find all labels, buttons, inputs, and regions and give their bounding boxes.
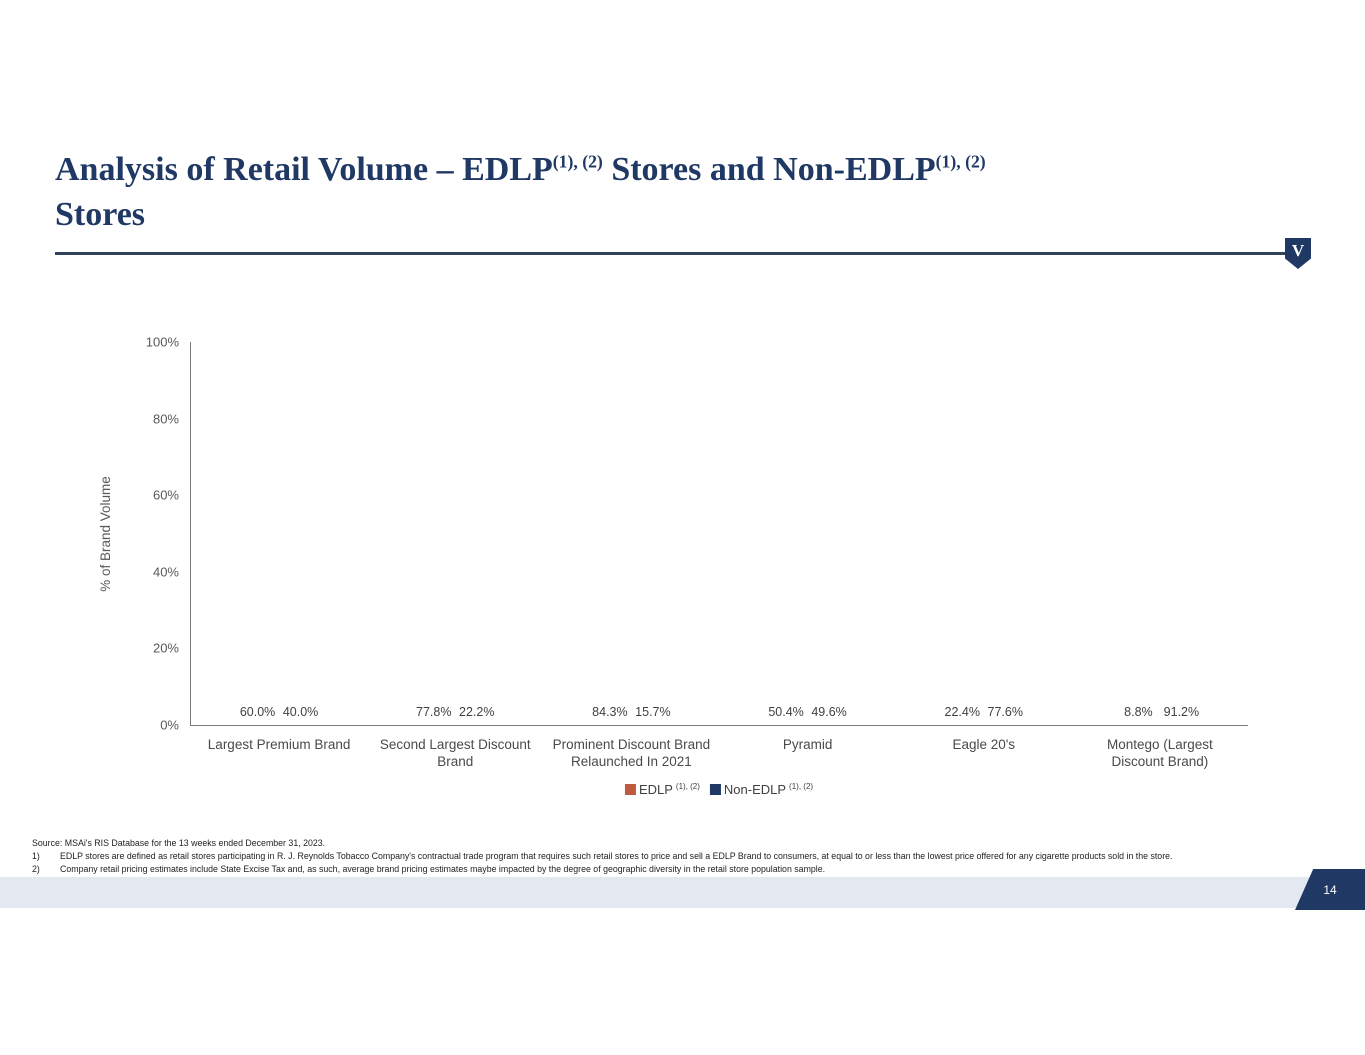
y-tick-label: 80% (152, 411, 179, 427)
bar-value-label: 84.3% (592, 705, 628, 719)
footnote-2-text: Company retail pricing estimates include… (60, 863, 826, 874)
legend-label: EDLP (638, 782, 673, 797)
y-tick-label: 40% (152, 564, 179, 580)
legend-superscript: (1), (2) (675, 782, 700, 791)
logo-letter: V (1291, 241, 1305, 260)
title-superscript-2: (1), (2) (935, 151, 986, 172)
category-label: Prominent Discount Brand Relaunched In 2… (552, 737, 711, 769)
footnote-2-number: 2) (32, 863, 40, 874)
legend: EDLP (1), (2) Non-EDLP (1), (2) (624, 782, 814, 797)
footer-band (0, 877, 1365, 908)
footnotes: Source: MSAi's RIS Database for the 13 w… (32, 837, 1332, 875)
footnote-1-text: EDLP stores are defined as retail stores… (60, 850, 1173, 861)
bar-value-label: 15.7% (635, 705, 671, 719)
y-axis-title: % of Brand Volume (98, 476, 113, 592)
y-tick-label: 100% (145, 334, 179, 350)
category-label: Second Largest Discount Brand (379, 737, 531, 769)
bar-value-label: 77.6% (987, 705, 1023, 719)
title-part-3: Stores (55, 195, 146, 233)
bar-value-label: 60.0% (239, 705, 276, 719)
plot-area: 100% 80% 60% 40% 20% 0% 60.0% 40.0% Largest Prem… (146, 335, 1248, 769)
y-tick-label: 60% (152, 487, 179, 503)
legend-label: Non-EDLP (723, 782, 787, 797)
legend-superscript: (1), (2) (789, 782, 814, 791)
category-label: Largest Premium Brand (207, 737, 351, 752)
bar-chart: % of Brand Volume 100% 80% 60% 40% 20% 0% 60.0… (98, 335, 1248, 797)
footnote-1: 1) EDLP stores are defined as retail sto… (32, 850, 1332, 863)
category-label: Pyramid (782, 737, 833, 752)
title-part-2: Stores and Non-EDLP (602, 151, 936, 188)
company-logo: V (1285, 238, 1311, 269)
category-label: Eagle 20's (952, 737, 1016, 752)
footnote-1-number: 1) (32, 850, 40, 861)
legend-item: Non-EDLP (1), (2) (709, 782, 814, 797)
bar-value-label: 77.8% (416, 705, 452, 719)
bar-value-label: 22.2% (459, 705, 495, 719)
footnote-2: 2) Company retail pricing estimates incl… (32, 863, 1332, 876)
y-tick-label: 0% (160, 717, 179, 733)
bar-value-label: 50.4% (768, 705, 804, 719)
bar-value-label: 49.6% (811, 705, 847, 719)
title-superscript-1: (1), (2) (552, 151, 603, 172)
source-note: Source: MSAi's RIS Database for the 13 w… (32, 838, 326, 848)
bar-value-label: 22.4% (944, 705, 980, 719)
bar-value-label: 91.2% (1163, 705, 1200, 719)
legend-item: EDLP (1), (2) (624, 782, 700, 797)
y-tick-label: 20% (152, 640, 179, 656)
title-divider-rule (55, 252, 1285, 255)
legend-swatch (624, 784, 636, 795)
legend-swatch (709, 784, 721, 795)
bar-value-label: 40.0% (282, 705, 319, 719)
page-title: Analysis of Retail Volume – EDLP(1), (2)… (55, 148, 1285, 238)
page-number: 14 (1323, 882, 1337, 897)
category-label: Montego (Largest Discount Brand) (1107, 737, 1213, 769)
bar-value-label: 8.8% (1124, 705, 1153, 719)
title-part-1: Analysis of Retail Volume – EDLP (55, 151, 553, 188)
